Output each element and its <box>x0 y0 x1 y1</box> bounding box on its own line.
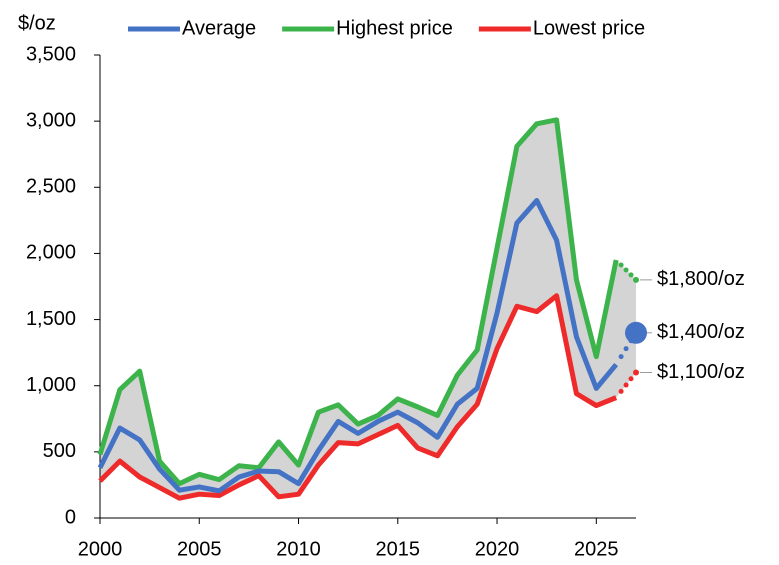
forecast-dot <box>618 388 624 394</box>
forecast-label: $1,400/oz <box>657 321 745 343</box>
forecast-point <box>633 276 639 283</box>
forecast-dot <box>628 272 634 278</box>
legend-label: Average <box>182 17 256 39</box>
forecast-dot <box>618 354 624 360</box>
forecast-point <box>625 321 647 344</box>
series-line <box>97 198 619 494</box>
x-tick-label: 2020 <box>475 538 520 560</box>
legend-label: Lowest price <box>533 17 645 39</box>
x-tick-label: 2025 <box>574 538 619 560</box>
series-line <box>97 117 619 487</box>
forecast-dot <box>623 382 629 388</box>
forecast-dot <box>623 346 629 352</box>
forecast-label: $1,100/oz <box>657 361 745 383</box>
y-tick-label: 500 <box>43 440 76 462</box>
x-tick-label: 2005 <box>177 538 222 560</box>
forecast-dot <box>618 262 624 268</box>
forecast-dot <box>628 376 634 382</box>
x-tick-label: 2015 <box>376 538 421 560</box>
y-unit-label: $/oz <box>18 12 56 34</box>
x-tick-label: 2000 <box>78 538 123 560</box>
forecast-label: $1,800/oz <box>657 268 745 290</box>
y-tick-label: 1,000 <box>26 374 76 396</box>
y-tick-label: 2,000 <box>26 242 76 264</box>
x-tick-label: 2010 <box>276 538 321 560</box>
y-tick-label: 3,500 <box>26 43 76 65</box>
series-line <box>98 293 618 501</box>
y-tick-label: 0 <box>65 506 76 528</box>
y-tick-label: 3,000 <box>26 109 76 131</box>
y-tick-label: 2,500 <box>26 176 76 198</box>
y-tick-label: 1,500 <box>26 308 76 330</box>
forecast-point <box>633 369 639 376</box>
legend-label: Highest price <box>336 17 453 39</box>
forecast-dot <box>623 267 629 273</box>
